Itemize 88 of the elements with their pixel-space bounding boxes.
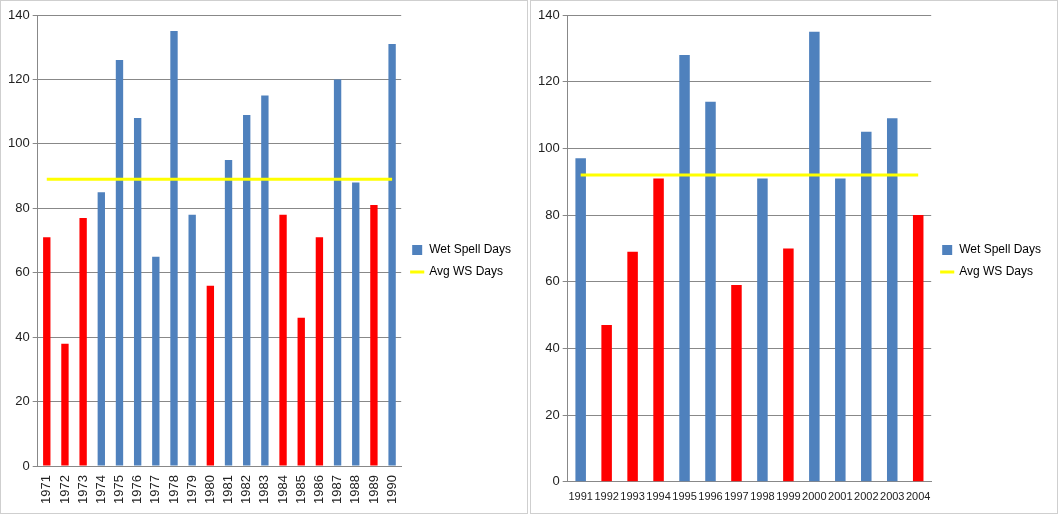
x-tick-label: 1971 xyxy=(38,475,54,504)
x-tick-label: 2003 xyxy=(880,490,905,503)
bar xyxy=(835,178,846,482)
bar xyxy=(97,192,105,466)
legend-label: Avg WS Days xyxy=(429,264,503,279)
x-tick-label: 1997 xyxy=(724,490,749,503)
x-tick-label: 1994 xyxy=(646,490,671,503)
x-tick-label: 1984 xyxy=(274,475,290,504)
x-tick-label: 1988 xyxy=(347,475,363,504)
x-tick-label: 1978 xyxy=(165,475,181,504)
y-tick-label: 80 xyxy=(15,199,30,215)
x-tick-label: 1973 xyxy=(74,475,90,504)
x-tick-label: 1977 xyxy=(147,475,163,504)
y-tick-label: 40 xyxy=(545,340,560,356)
x-tick-label: 1996 xyxy=(698,490,723,503)
bar xyxy=(679,55,690,482)
bar xyxy=(757,178,768,482)
bar xyxy=(653,178,664,482)
y-tick-label: 100 xyxy=(537,139,560,155)
bar xyxy=(783,248,794,482)
x-tick-label: 1992 xyxy=(594,490,619,503)
x-tick-label: 1974 xyxy=(92,475,108,504)
x-tick-label: 1986 xyxy=(310,475,326,504)
x-tick-label: 1991 xyxy=(568,490,593,503)
x-tick-label: 1980 xyxy=(201,475,217,504)
y-tick-label: 40 xyxy=(15,328,30,344)
y-tick-label: 100 xyxy=(7,135,30,151)
x-tick-label: 2001 xyxy=(828,490,853,503)
bar xyxy=(315,237,324,466)
x-tick-label: 1982 xyxy=(238,475,254,504)
x-tick-label: 1998 xyxy=(750,490,775,503)
legend-label: Wet Spell Days xyxy=(959,242,1041,257)
bar xyxy=(188,214,196,466)
y-tick-label: 80 xyxy=(545,206,560,222)
bar xyxy=(170,31,178,466)
bar xyxy=(206,285,215,466)
bar xyxy=(333,79,342,466)
bar xyxy=(912,215,924,482)
y-tick-label: 0 xyxy=(22,457,30,473)
y-tick-label: 120 xyxy=(7,71,30,87)
bar xyxy=(627,251,638,482)
bar xyxy=(731,285,742,482)
bar xyxy=(886,118,898,482)
bar xyxy=(133,118,142,466)
bar xyxy=(370,205,378,466)
bar xyxy=(352,182,360,466)
bar xyxy=(243,114,251,466)
legend-label: Avg WS Days xyxy=(959,264,1033,279)
y-tick-label: 140 xyxy=(537,6,560,22)
bar xyxy=(601,325,612,482)
x-tick-label: 1995 xyxy=(672,490,697,503)
x-tick-label: 2004 xyxy=(905,490,931,503)
y-tick-label: 60 xyxy=(15,264,30,280)
y-tick-label: 120 xyxy=(537,73,560,89)
y-tick-label: 20 xyxy=(545,406,560,422)
bar xyxy=(388,44,396,466)
x-tick-label: 1987 xyxy=(329,475,345,504)
bar xyxy=(297,317,305,466)
x-tick-label: 2000 xyxy=(802,490,827,503)
x-tick-label: 1990 xyxy=(383,475,399,504)
x-tick-label: 1979 xyxy=(183,475,199,504)
x-tick-label: 1972 xyxy=(56,475,72,504)
bar xyxy=(705,101,716,482)
x-tick-label: 1989 xyxy=(365,475,381,504)
bar xyxy=(79,217,87,466)
bar xyxy=(575,158,586,482)
y-tick-label: 20 xyxy=(15,393,30,409)
bar xyxy=(224,159,233,466)
y-tick-label: 140 xyxy=(7,6,30,22)
bar xyxy=(61,343,69,466)
x-tick-label: 1983 xyxy=(256,475,272,504)
bar xyxy=(861,131,872,482)
x-tick-label: 2002 xyxy=(854,490,879,503)
x-tick-label: 1981 xyxy=(220,475,236,504)
x-tick-label: 1975 xyxy=(111,475,127,504)
x-tick-label: 1976 xyxy=(129,475,145,504)
x-tick-label: 1999 xyxy=(776,490,801,503)
bar xyxy=(261,95,269,466)
bar xyxy=(809,31,820,482)
y-tick-label: 60 xyxy=(545,273,560,289)
bar xyxy=(152,256,160,466)
x-tick-label: 1985 xyxy=(292,475,308,504)
bar xyxy=(279,214,287,466)
bar xyxy=(115,60,124,466)
bar xyxy=(43,237,51,466)
x-tick-label: 1993 xyxy=(620,490,645,503)
legend-label: Wet Spell Days xyxy=(429,242,511,257)
y-tick-label: 0 xyxy=(552,473,560,489)
